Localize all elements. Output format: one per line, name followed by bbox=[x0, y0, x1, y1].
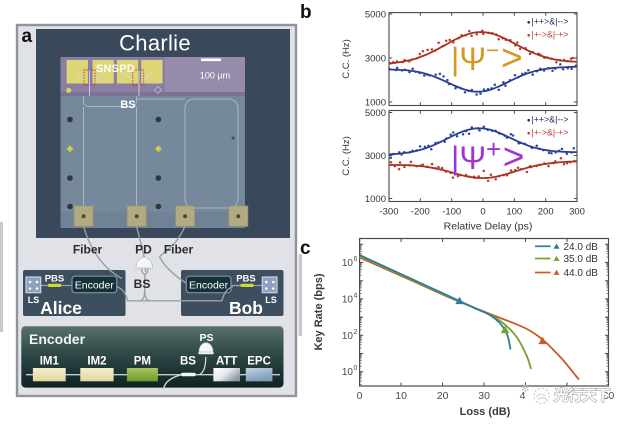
svg-text:Fiber: Fiber bbox=[73, 243, 103, 257]
svg-text:5000: 5000 bbox=[365, 9, 386, 20]
svg-text:Key Rate (bps): Key Rate (bps) bbox=[313, 273, 325, 350]
svg-text:光行天下: 光行天下 bbox=[553, 387, 610, 405]
svg-text:Fiber: Fiber bbox=[164, 243, 194, 257]
svg-text:EPC: EPC bbox=[247, 356, 271, 368]
svg-text:Encoder: Encoder bbox=[75, 280, 115, 292]
svg-text:10: 10 bbox=[342, 367, 354, 378]
svg-text:5000: 5000 bbox=[365, 108, 386, 119]
svg-text:c: c bbox=[300, 238, 311, 259]
svg-text:|++>&|-->: |++>&|--> bbox=[532, 115, 569, 125]
svg-text:60: 60 bbox=[603, 390, 615, 402]
svg-text:Relative Delay (ps): Relative Delay (ps) bbox=[444, 221, 533, 233]
svg-text:PD: PD bbox=[135, 243, 152, 257]
svg-text:44.0 dB: 44.0 dB bbox=[564, 268, 599, 279]
svg-text:10: 10 bbox=[395, 390, 407, 402]
svg-text:10: 10 bbox=[342, 258, 354, 269]
svg-text:-200: -200 bbox=[411, 207, 430, 218]
svg-text:a: a bbox=[22, 26, 33, 47]
svg-text:24.0 dB: 24.0 dB bbox=[564, 242, 599, 253]
svg-text:C.C. (Hz): C.C. (Hz) bbox=[341, 39, 352, 79]
svg-text:1000: 1000 bbox=[365, 194, 386, 205]
svg-text:PBS: PBS bbox=[45, 274, 65, 285]
svg-text:PBS: PBS bbox=[236, 274, 256, 285]
svg-text:✻: ✻ bbox=[521, 384, 529, 395]
svg-text:200: 200 bbox=[538, 207, 554, 218]
svg-text:|+->&|-+>: |+->&|-+> bbox=[532, 30, 569, 40]
svg-text:300: 300 bbox=[569, 207, 585, 218]
svg-text:Encoder: Encoder bbox=[29, 331, 86, 347]
svg-text:3000: 3000 bbox=[365, 53, 386, 64]
svg-text:20: 20 bbox=[437, 390, 449, 402]
svg-text:-300: -300 bbox=[379, 207, 398, 218]
svg-text:100: 100 bbox=[506, 207, 522, 218]
svg-text:-100: -100 bbox=[442, 207, 461, 218]
svg-text:Alice: Alice bbox=[40, 298, 82, 318]
svg-text:|Ψ+>: |Ψ+> bbox=[451, 134, 524, 177]
svg-text:Encoder: Encoder bbox=[189, 280, 229, 292]
svg-text:Bob: Bob bbox=[229, 298, 263, 318]
svg-text:6: 6 bbox=[354, 256, 358, 263]
svg-text:10: 10 bbox=[342, 294, 354, 305]
svg-text:1000: 1000 bbox=[365, 97, 386, 108]
svg-text:10: 10 bbox=[342, 331, 354, 342]
svg-text:Loss (dB): Loss (dB) bbox=[460, 406, 511, 418]
svg-text:b: b bbox=[300, 2, 312, 23]
svg-text:|+->&|-+>: |+->&|-+> bbox=[532, 128, 569, 138]
svg-text:PS: PS bbox=[199, 332, 213, 344]
svg-text:BS: BS bbox=[134, 277, 151, 291]
svg-text:4: 4 bbox=[354, 292, 358, 299]
svg-text:30: 30 bbox=[478, 390, 490, 402]
svg-text:PM: PM bbox=[134, 356, 151, 368]
svg-text:IM2: IM2 bbox=[87, 356, 106, 368]
svg-text:|++>&|-->: |++>&|--> bbox=[532, 17, 569, 27]
svg-text:ATT: ATT bbox=[216, 356, 238, 368]
svg-text:LS: LS bbox=[28, 295, 40, 305]
svg-text:2: 2 bbox=[354, 329, 358, 336]
svg-text:35.0 dB: 35.0 dB bbox=[564, 254, 599, 265]
svg-text:BS: BS bbox=[180, 356, 196, 368]
svg-text:0: 0 bbox=[357, 390, 363, 402]
svg-text:Charlie: Charlie bbox=[119, 31, 191, 56]
svg-text:LS: LS bbox=[265, 295, 277, 305]
svg-text:SNSPD: SNSPD bbox=[96, 63, 135, 75]
svg-text:3000: 3000 bbox=[365, 151, 386, 162]
svg-text:0: 0 bbox=[354, 365, 358, 372]
svg-text:0: 0 bbox=[480, 207, 485, 218]
svg-text:100 μm: 100 μm bbox=[200, 71, 230, 81]
svg-text:BS: BS bbox=[120, 99, 135, 111]
svg-text:IM1: IM1 bbox=[40, 356, 60, 368]
svg-text:C.C. (Hz): C.C. (Hz) bbox=[341, 136, 352, 176]
